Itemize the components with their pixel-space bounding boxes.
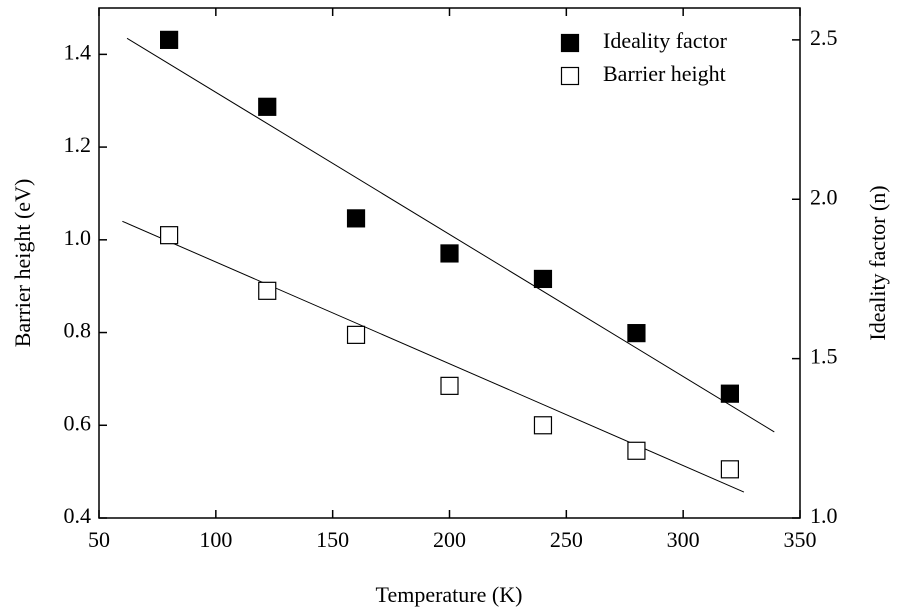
legend-marker (560, 33, 580, 53)
data-point (720, 460, 740, 479)
y-tick-label: 1.2 (64, 132, 92, 157)
legend-label: Barrier height (603, 61, 726, 86)
data-point (258, 281, 277, 300)
x-tick-label: 200 (433, 527, 466, 552)
legend-marker (560, 66, 580, 86)
data-point (346, 209, 366, 228)
data-point (533, 416, 553, 435)
data-point (160, 226, 179, 245)
y-tick-label: 1.4 (64, 39, 92, 64)
y2-tick-label: 2.0 (810, 184, 838, 209)
y2-tick-label: 2.5 (810, 25, 838, 50)
x-axis-label: Temperature (K) (376, 582, 523, 607)
data-point (720, 384, 740, 403)
y-tick-label: 0.8 (64, 318, 92, 343)
data-point (440, 244, 459, 263)
data-point (346, 325, 366, 344)
y-tick-label: 0.4 (64, 503, 92, 528)
data-point (627, 441, 646, 460)
x-tick-label: 350 (784, 527, 817, 552)
y-tick-label: 1.0 (64, 225, 92, 250)
data-point (160, 30, 179, 49)
y2-tick-label: 1.5 (810, 344, 838, 369)
y2-tick-label: 1.0 (810, 503, 838, 528)
x-tick-label: 50 (88, 527, 110, 552)
y-axis-label: Barrier height (eV) (10, 179, 35, 348)
data-point (258, 97, 277, 116)
y-tick-label: 0.6 (64, 410, 92, 435)
y2-axis-label: Ideality factor (n) (865, 185, 890, 340)
x-tick-label: 300 (667, 527, 700, 552)
x-tick-label: 100 (199, 527, 232, 552)
fit-line (126, 37, 775, 433)
data-point (533, 269, 553, 289)
legend-label: Ideality factor (603, 28, 728, 53)
data-point (440, 376, 459, 395)
x-tick-label: 250 (550, 527, 583, 552)
data-point (627, 324, 646, 343)
x-tick-label: 150 (316, 527, 349, 552)
